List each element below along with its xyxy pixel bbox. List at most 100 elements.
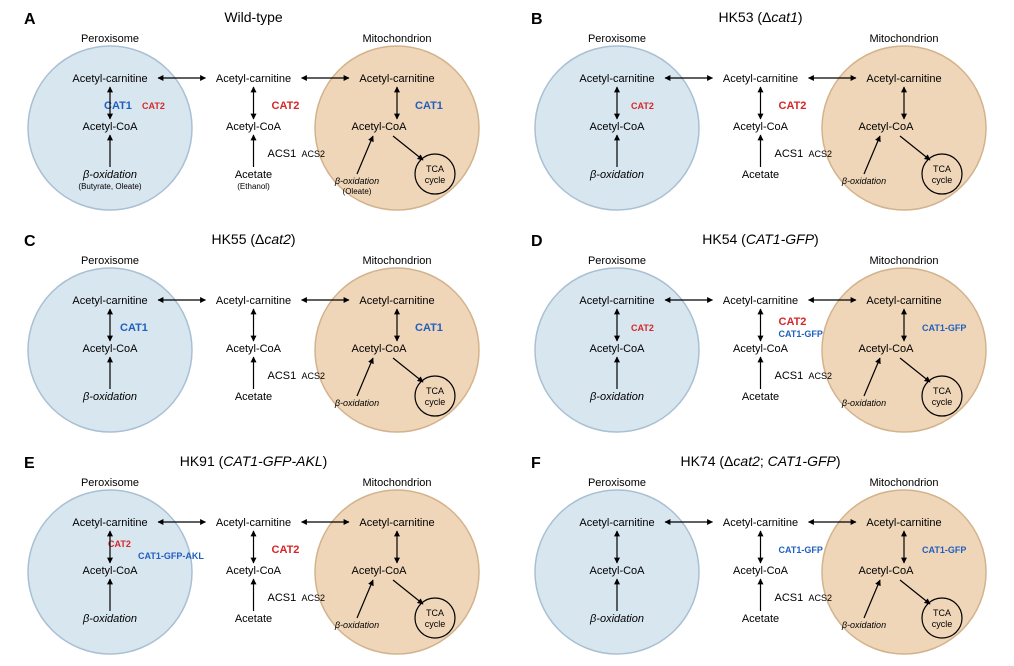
svg-text:CAT2: CAT2 bbox=[631, 323, 654, 333]
svg-text:Acetyl-CoA: Acetyl-CoA bbox=[858, 343, 914, 355]
svg-text:β-oxidation: β-oxidation bbox=[841, 620, 886, 630]
svg-text:cycle: cycle bbox=[425, 175, 446, 185]
svg-text:Peroxisome: Peroxisome bbox=[81, 255, 139, 267]
svg-text:β-oxidation: β-oxidation bbox=[334, 398, 379, 408]
svg-text:Acetyl-carnitine: Acetyl-carnitine bbox=[359, 73, 434, 85]
svg-text:TCA: TCA bbox=[933, 608, 951, 618]
svg-text:Acetate: Acetate bbox=[235, 613, 272, 625]
svg-text:Acetyl-CoA: Acetyl-CoA bbox=[226, 343, 282, 355]
svg-text:ACS2: ACS2 bbox=[302, 149, 326, 159]
svg-text:Peroxisome: Peroxisome bbox=[588, 255, 646, 267]
svg-text:Acetyl-carnitine: Acetyl-carnitine bbox=[216, 517, 291, 529]
panel-B: BHK53 (Δcat1)PeroxisomeMitochondrionAcet… bbox=[531, 9, 986, 210]
svg-text:CAT1-GFP: CAT1-GFP bbox=[922, 545, 966, 555]
panel-title: HK74 (Δcat2; CAT1-GFP) bbox=[680, 453, 840, 469]
svg-text:ACS2: ACS2 bbox=[809, 149, 833, 159]
svg-text:(Butyrate, Oleate): (Butyrate, Oleate) bbox=[78, 182, 141, 191]
svg-text:cycle: cycle bbox=[425, 619, 446, 629]
svg-text:Acetyl-CoA: Acetyl-CoA bbox=[226, 121, 282, 133]
panel-title: HK54 (CAT1-GFP) bbox=[702, 231, 818, 247]
svg-text:Acetyl-CoA: Acetyl-CoA bbox=[82, 121, 138, 133]
svg-text:Acetyl-carnitine: Acetyl-carnitine bbox=[723, 73, 798, 85]
svg-text:ACS2: ACS2 bbox=[302, 593, 326, 603]
svg-text:Acetyl-carnitine: Acetyl-carnitine bbox=[866, 517, 941, 529]
svg-text:ACS1: ACS1 bbox=[268, 592, 297, 604]
svg-text:(Oleate): (Oleate) bbox=[343, 187, 372, 196]
svg-text:Acetyl-carnitine: Acetyl-carnitine bbox=[359, 295, 434, 307]
svg-text:Mitochondrion: Mitochondrion bbox=[362, 33, 431, 45]
svg-text:Acetate: Acetate bbox=[742, 613, 779, 625]
svg-text:ACS2: ACS2 bbox=[302, 371, 326, 381]
svg-text:Acetyl-CoA: Acetyl-CoA bbox=[82, 565, 138, 577]
svg-text:Acetyl-carnitine: Acetyl-carnitine bbox=[723, 517, 798, 529]
svg-text:Acetyl-carnitine: Acetyl-carnitine bbox=[723, 295, 798, 307]
svg-text:Acetyl-CoA: Acetyl-CoA bbox=[858, 565, 914, 577]
svg-text:ACS1: ACS1 bbox=[775, 148, 804, 160]
panel-title: Wild-type bbox=[224, 9, 283, 25]
svg-text:ACS1: ACS1 bbox=[775, 370, 804, 382]
svg-text:Acetyl-carnitine: Acetyl-carnitine bbox=[579, 517, 654, 529]
svg-text:Acetyl-CoA: Acetyl-CoA bbox=[589, 121, 645, 133]
svg-text:cycle: cycle bbox=[425, 397, 446, 407]
svg-text:β-oxidation: β-oxidation bbox=[334, 620, 379, 630]
svg-text:Acetyl-CoA: Acetyl-CoA bbox=[733, 121, 789, 133]
svg-text:Acetyl-CoA: Acetyl-CoA bbox=[589, 565, 645, 577]
svg-text:Acetyl-CoA: Acetyl-CoA bbox=[351, 565, 407, 577]
svg-text:CAT1: CAT1 bbox=[120, 322, 148, 334]
svg-text:β-oxidation: β-oxidation bbox=[589, 391, 644, 403]
svg-text:Acetyl-carnitine: Acetyl-carnitine bbox=[866, 73, 941, 85]
panel-F: FHK74 (Δcat2; CAT1-GFP)PeroxisomeMitocho… bbox=[531, 453, 986, 654]
svg-text:CAT1-GFP: CAT1-GFP bbox=[922, 323, 966, 333]
svg-text:Acetyl-CoA: Acetyl-CoA bbox=[351, 343, 407, 355]
panel-title: HK91 (CAT1-GFP-AKL) bbox=[180, 453, 328, 469]
svg-text:Acetyl-CoA: Acetyl-CoA bbox=[589, 343, 645, 355]
svg-text:CAT1: CAT1 bbox=[415, 322, 443, 334]
svg-text:Acetate: Acetate bbox=[742, 391, 779, 403]
svg-text:Acetyl-carnitine: Acetyl-carnitine bbox=[216, 295, 291, 307]
svg-text:CAT1-GFP: CAT1-GFP bbox=[779, 545, 823, 555]
panel-title: HK55 (Δcat2) bbox=[211, 231, 295, 247]
svg-text:β-oxidation: β-oxidation bbox=[82, 169, 137, 181]
panel-C: CHK55 (Δcat2)PeroxisomeMitochondrionAcet… bbox=[24, 231, 479, 432]
svg-text:Acetyl-carnitine: Acetyl-carnitine bbox=[359, 517, 434, 529]
svg-text:Acetyl-carnitine: Acetyl-carnitine bbox=[72, 295, 147, 307]
svg-text:Acetyl-CoA: Acetyl-CoA bbox=[351, 121, 407, 133]
svg-text:Acetyl-carnitine: Acetyl-carnitine bbox=[579, 295, 654, 307]
svg-text:C: C bbox=[24, 233, 36, 250]
svg-text:TCA: TCA bbox=[426, 386, 444, 396]
svg-text:β-oxidation: β-oxidation bbox=[841, 176, 886, 186]
svg-text:TCA: TCA bbox=[426, 608, 444, 618]
svg-text:(Ethanol): (Ethanol) bbox=[237, 182, 270, 191]
svg-text:ACS1: ACS1 bbox=[268, 148, 297, 160]
svg-text:Acetyl-carnitine: Acetyl-carnitine bbox=[72, 517, 147, 529]
svg-text:CAT2: CAT2 bbox=[272, 100, 300, 112]
svg-text:Acetyl-CoA: Acetyl-CoA bbox=[82, 343, 138, 355]
panel-D: DHK54 (CAT1-GFP)PeroxisomeMitochondrionA… bbox=[531, 231, 986, 432]
svg-text:Acetate: Acetate bbox=[742, 169, 779, 181]
svg-text:β-oxidation: β-oxidation bbox=[82, 613, 137, 625]
svg-text:β-oxidation: β-oxidation bbox=[589, 169, 644, 181]
svg-text:Mitochondrion: Mitochondrion bbox=[362, 477, 431, 489]
svg-text:Acetyl-carnitine: Acetyl-carnitine bbox=[866, 295, 941, 307]
svg-text:Acetyl-CoA: Acetyl-CoA bbox=[733, 565, 789, 577]
svg-text:ACS1: ACS1 bbox=[268, 370, 297, 382]
panel-A: AWild-typePeroxisomeMitochondrionAcetyl-… bbox=[24, 9, 479, 210]
svg-text:Acetyl-carnitine: Acetyl-carnitine bbox=[72, 73, 147, 85]
svg-text:cycle: cycle bbox=[932, 397, 953, 407]
svg-text:Acetyl-CoA: Acetyl-CoA bbox=[226, 565, 282, 577]
svg-text:CAT2: CAT2 bbox=[108, 539, 131, 549]
svg-text:Acetyl-CoA: Acetyl-CoA bbox=[858, 121, 914, 133]
svg-text:β-oxidation: β-oxidation bbox=[334, 176, 379, 186]
svg-text:Mitochondrion: Mitochondrion bbox=[869, 255, 938, 267]
svg-text:CAT1: CAT1 bbox=[415, 100, 443, 112]
svg-text:CAT2: CAT2 bbox=[142, 101, 165, 111]
svg-text:Acetate: Acetate bbox=[235, 169, 272, 181]
panel-E: EHK91 (CAT1-GFP-AKL)PeroxisomeMitochondr… bbox=[24, 453, 479, 654]
svg-text:Mitochondrion: Mitochondrion bbox=[869, 477, 938, 489]
svg-text:CAT2: CAT2 bbox=[631, 101, 654, 111]
svg-text:TCA: TCA bbox=[933, 164, 951, 174]
panel-title: HK53 (Δcat1) bbox=[718, 9, 802, 25]
svg-text:CAT2: CAT2 bbox=[779, 316, 807, 328]
svg-text:Acetyl-carnitine: Acetyl-carnitine bbox=[216, 73, 291, 85]
svg-text:Acetate: Acetate bbox=[235, 391, 272, 403]
